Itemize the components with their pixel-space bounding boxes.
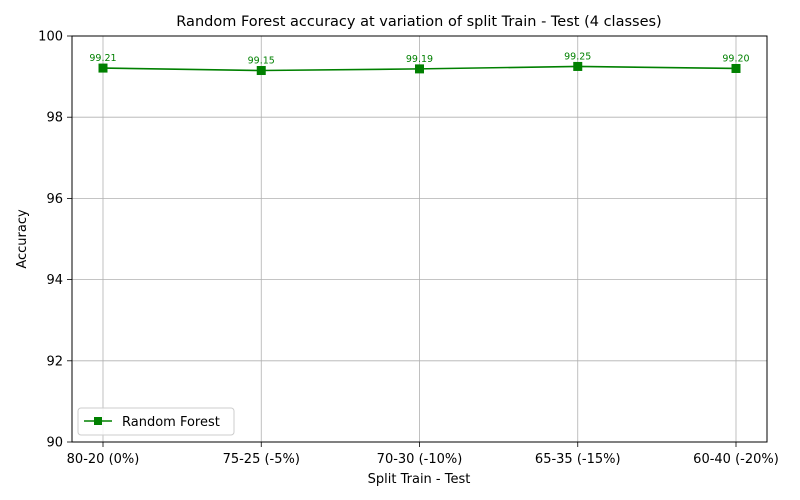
data-value-label: 99.21 [89, 53, 116, 64]
legend-label: Random Forest [122, 415, 220, 430]
data-point-marker [731, 63, 741, 73]
y-tick-label: 100 [38, 30, 63, 45]
x-tick-label: 60-40 (-20%) [693, 452, 779, 467]
data-value-label: 99.19 [406, 54, 433, 65]
data-value-label: 99.20 [722, 53, 749, 64]
data-point-marker [573, 61, 583, 71]
data-point-marker [98, 63, 108, 73]
x-tick-label: 80-20 (0%) [67, 452, 140, 467]
data-value-label: 99.25 [564, 51, 591, 62]
chart-title: Random Forest accuracy at variation of s… [176, 14, 661, 30]
data-value-label: 99.15 [248, 56, 275, 67]
grid-lines [72, 35, 767, 443]
legend-box [77, 407, 235, 436]
legend: Random Forest [77, 407, 235, 436]
data-point-marker [256, 66, 266, 76]
y-tick-label: 94 [46, 273, 63, 288]
y-tick-label: 96 [46, 192, 63, 207]
x-tick-label: 65-35 (-15%) [535, 452, 621, 467]
y-tick-label: 92 [46, 354, 63, 369]
series-random-forest: 99.21 99.15 99.19 99.25 99.20 [89, 51, 750, 76]
axis-ticks: 80-20 (0%) 75-25 (-5%) 70-30 (-10%) 65-35 (… [38, 30, 779, 468]
y-tick-label: 98 [46, 111, 63, 126]
x-tick-label: 75-25 (-5%) [223, 452, 300, 467]
x-tick-label: 70-30 (-10%) [377, 452, 463, 467]
x-axis-label: Split Train - Test [368, 472, 471, 487]
legend-marker-swatch [94, 417, 102, 425]
plot-frame [71, 35, 768, 443]
data-point-marker [415, 64, 424, 74]
y-axis-label: Accuracy [15, 209, 30, 269]
y-tick-label: 90 [46, 436, 63, 451]
